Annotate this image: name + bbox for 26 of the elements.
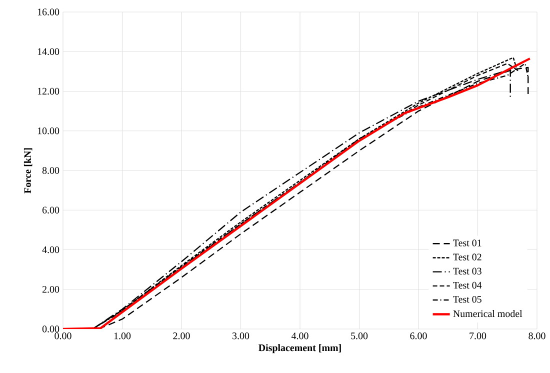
y-tick-label: 14.00 bbox=[38, 48, 60, 56]
y-tick-label: 10.00 bbox=[38, 127, 60, 134]
x-tick-label: 6.00 bbox=[410, 332, 427, 340]
legend-label: Test 02 bbox=[453, 254, 482, 260]
x-tick-label: 7.00 bbox=[470, 332, 486, 340]
x-tick-label: 1.00 bbox=[114, 332, 131, 340]
y-tick-label: 12.00 bbox=[38, 88, 60, 95]
y-tick-label: 8.00 bbox=[42, 167, 60, 174]
y-tick-label: 2.00 bbox=[42, 286, 60, 293]
y-tick-label: 16.00 bbox=[38, 8, 60, 16]
y-tick-label: 0.00 bbox=[42, 326, 60, 332]
x-tick-label: 8.00 bbox=[528, 332, 546, 340]
x-tick-label: 4.00 bbox=[291, 332, 308, 340]
legend-label: Test 04 bbox=[453, 282, 482, 289]
x-tick-label: 3.00 bbox=[232, 332, 250, 340]
y-tick-label: 6.00 bbox=[42, 206, 60, 214]
legend-label: Test 03 bbox=[453, 268, 482, 274]
legend-label: Test 01 bbox=[453, 240, 482, 246]
y-axis-title: Force [kN] bbox=[24, 148, 32, 194]
legend-label: Test 05 bbox=[453, 296, 482, 303]
x-tick-label: 5.00 bbox=[351, 332, 368, 340]
x-tick-label: 2.00 bbox=[173, 332, 190, 340]
x-axis-title: Displacement [mm] bbox=[258, 344, 341, 354]
x-tick-label: 0.00 bbox=[54, 332, 72, 340]
legend-label: Numerical model bbox=[453, 310, 522, 318]
y-tick-label: 4.00 bbox=[42, 246, 60, 254]
